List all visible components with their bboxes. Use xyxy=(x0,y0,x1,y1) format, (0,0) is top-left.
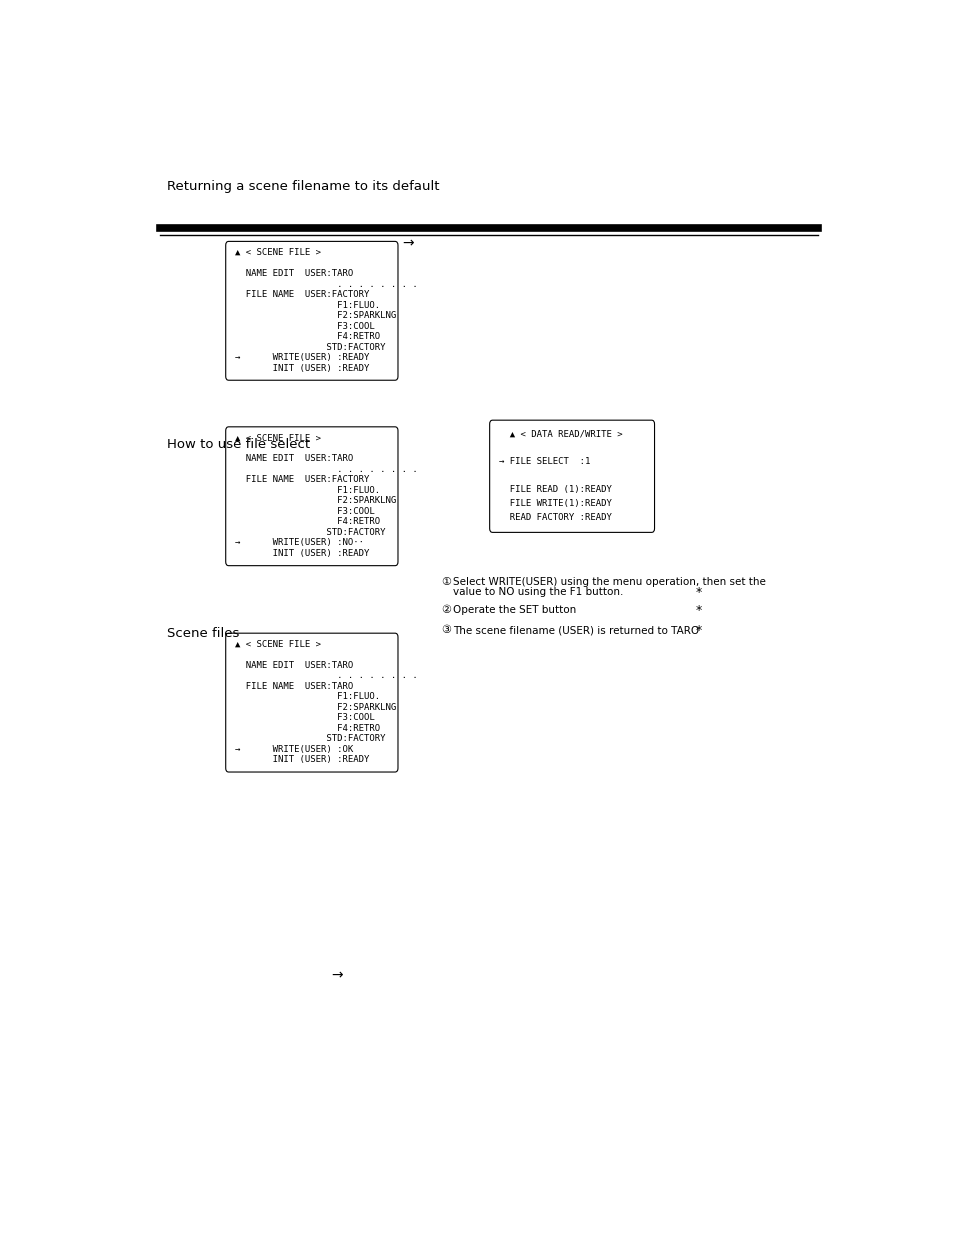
Text: F4:RETRO: F4:RETRO xyxy=(234,517,379,526)
Text: value to NO using the F1 button.: value to NO using the F1 button. xyxy=(453,588,623,598)
Text: →      WRITE(USER) :READY: → WRITE(USER) :READY xyxy=(234,353,369,362)
Text: . . . . . . . .: . . . . . . . . xyxy=(234,672,416,680)
Text: STD:FACTORY: STD:FACTORY xyxy=(234,342,385,352)
Text: →      WRITE(USER) :OK: → WRITE(USER) :OK xyxy=(234,745,353,753)
Text: INIT (USER) :READY: INIT (USER) :READY xyxy=(234,756,369,764)
Text: F1:FLUO.: F1:FLUO. xyxy=(234,300,379,310)
Text: The scene filename (USER) is returned to TARO: The scene filename (USER) is returned to… xyxy=(453,625,699,635)
Text: F1:FLUO.: F1:FLUO. xyxy=(234,487,379,495)
FancyBboxPatch shape xyxy=(226,241,397,380)
Text: F3:COOL: F3:COOL xyxy=(234,714,374,722)
FancyBboxPatch shape xyxy=(226,634,397,772)
Text: F4:RETRO: F4:RETRO xyxy=(234,332,379,341)
Text: INIT (USER) :READY: INIT (USER) :READY xyxy=(234,363,369,373)
Text: STD:FACTORY: STD:FACTORY xyxy=(234,735,385,743)
Text: →      WRITE(USER) :NO··: → WRITE(USER) :NO·· xyxy=(234,538,363,547)
Text: How to use file select: How to use file select xyxy=(167,438,310,452)
Text: FILE WRITE(1):READY: FILE WRITE(1):READY xyxy=(498,499,611,508)
Text: F4:RETRO: F4:RETRO xyxy=(234,724,379,732)
Text: . . . . . . . .: . . . . . . . . xyxy=(234,279,416,289)
FancyBboxPatch shape xyxy=(489,420,654,532)
Text: F2:SPARKLNG: F2:SPARKLNG xyxy=(234,703,395,711)
Text: →: → xyxy=(332,968,343,983)
Text: Select WRITE(USER) using the menu operation, then set the: Select WRITE(USER) using the menu operat… xyxy=(453,577,765,587)
Text: STD:FACTORY: STD:FACTORY xyxy=(234,529,385,537)
Text: ②: ② xyxy=(440,605,451,615)
Text: *: * xyxy=(696,624,701,637)
Text: ▲ < SCENE FILE >: ▲ < SCENE FILE > xyxy=(234,640,320,648)
Text: READ FACTORY :READY: READ FACTORY :READY xyxy=(498,513,611,522)
Text: Operate the SET button: Operate the SET button xyxy=(453,605,576,615)
Text: NAME EDIT  USER:TARO: NAME EDIT USER:TARO xyxy=(234,269,353,278)
Text: FILE NAME  USER:FACTORY: FILE NAME USER:FACTORY xyxy=(234,290,369,299)
Text: Returning a scene filename to its default: Returning a scene filename to its defaul… xyxy=(167,180,439,193)
Text: Scene files: Scene files xyxy=(167,626,239,640)
Text: . . . . . . . .: . . . . . . . . xyxy=(234,464,416,474)
Text: *: * xyxy=(696,604,701,616)
Text: ▲ < SCENE FILE >: ▲ < SCENE FILE > xyxy=(234,248,320,257)
Text: ①: ① xyxy=(440,577,451,587)
Text: →: → xyxy=(401,236,413,251)
Text: FILE NAME  USER:FACTORY: FILE NAME USER:FACTORY xyxy=(234,475,369,484)
Text: NAME EDIT  USER:TARO: NAME EDIT USER:TARO xyxy=(234,661,353,669)
Text: ③: ③ xyxy=(440,625,451,635)
Text: *: * xyxy=(696,585,701,599)
Text: FILE NAME  USER:TARO: FILE NAME USER:TARO xyxy=(234,682,353,690)
Text: ▲ < DATA READ/WRITE >: ▲ < DATA READ/WRITE > xyxy=(498,430,621,438)
Text: F1:FLUO.: F1:FLUO. xyxy=(234,693,379,701)
Text: F3:COOL: F3:COOL xyxy=(234,508,374,516)
Text: F3:COOL: F3:COOL xyxy=(234,321,374,331)
Text: ▲ < SCENE FILE >: ▲ < SCENE FILE > xyxy=(234,433,320,442)
Text: NAME EDIT  USER:TARO: NAME EDIT USER:TARO xyxy=(234,454,353,463)
Text: → FILE SELECT  :1: → FILE SELECT :1 xyxy=(498,457,589,466)
FancyBboxPatch shape xyxy=(226,427,397,566)
Text: F2:SPARKLNG: F2:SPARKLNG xyxy=(234,496,395,505)
Text: FILE READ (1):READY: FILE READ (1):READY xyxy=(498,485,611,494)
Text: INIT (USER) :READY: INIT (USER) :READY xyxy=(234,550,369,558)
Text: F2:SPARKLNG: F2:SPARKLNG xyxy=(234,311,395,320)
